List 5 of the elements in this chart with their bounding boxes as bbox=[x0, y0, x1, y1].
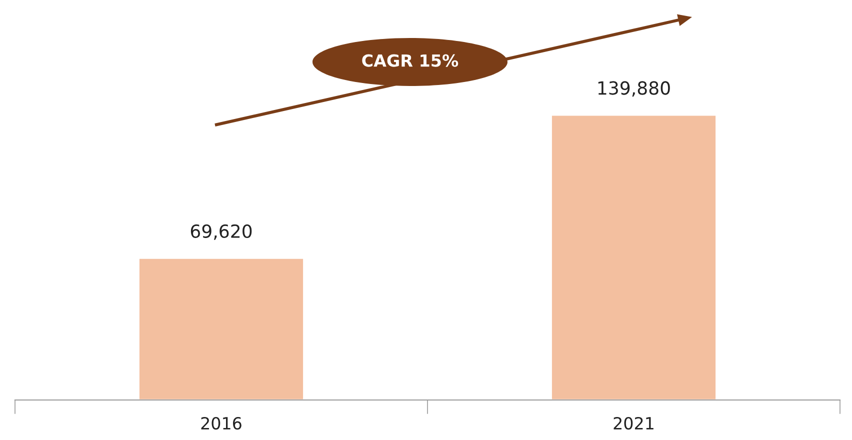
x-tick-label: 2021 bbox=[614, 416, 654, 430]
x-tick-label: 2016 bbox=[201, 416, 242, 430]
data-label: 139,880 bbox=[598, 81, 670, 97]
data-label: 69,620 bbox=[190, 224, 252, 240]
text: CAGR 15% bbox=[362, 54, 458, 67]
